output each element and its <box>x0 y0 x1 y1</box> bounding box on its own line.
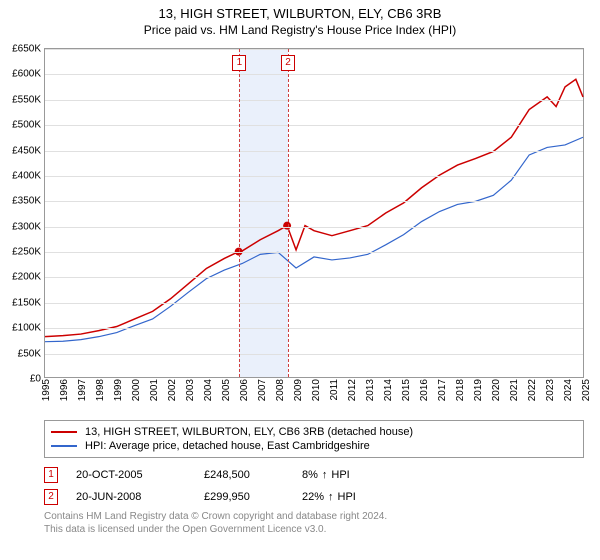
legend-label: HPI: Average price, detached house, East… <box>85 440 370 452</box>
sale-date: 20-JUN-2008 <box>76 491 186 503</box>
legend-swatch <box>51 431 77 433</box>
y-axis-label: £150K <box>1 297 41 308</box>
sale-date: 20-OCT-2005 <box>76 469 186 481</box>
x-axis-label: 2008 <box>275 379 281 401</box>
y-axis-label: £500K <box>1 120 41 131</box>
x-axis-label: 2022 <box>527 379 533 401</box>
legend-row: HPI: Average price, detached house, East… <box>51 439 577 453</box>
gridline <box>45 303 583 304</box>
sale-price: £299,950 <box>204 491 284 503</box>
chart-title: 13, HIGH STREET, WILBURTON, ELY, CB6 3RB <box>0 0 600 21</box>
y-axis-label: £100K <box>1 323 41 334</box>
x-axis-label: 1999 <box>113 379 119 401</box>
gridline <box>45 328 583 329</box>
x-axis-label: 2020 <box>491 379 497 401</box>
x-axis-label: 2012 <box>347 379 353 401</box>
x-axis-label: 2001 <box>149 379 155 401</box>
sale-row: 1 20-OCT-2005 £248,500 8% ↑HPI <box>44 464 584 486</box>
sale-vline <box>239 49 240 377</box>
x-axis-label: 2019 <box>473 379 479 401</box>
gridline <box>45 201 583 202</box>
legend-label: 13, HIGH STREET, WILBURTON, ELY, CB6 3RB… <box>85 426 413 438</box>
x-axis-label: 2003 <box>185 379 191 401</box>
sale-badge: 2 <box>44 489 58 505</box>
x-axis-label: 2014 <box>383 379 389 401</box>
y-axis-label: £400K <box>1 170 41 181</box>
x-axis-label: 2011 <box>329 379 335 401</box>
plot-region: £0£50K£100K£150K£200K£250K£300K£350K£400… <box>44 48 584 378</box>
sales-table: 120-OCT-2005£248,5008%↑HPI220-JUN-2008£2… <box>44 464 584 508</box>
x-axis-label: 2000 <box>131 379 137 401</box>
x-axis-label: 2007 <box>257 379 263 401</box>
x-axis-label: 2024 <box>563 379 569 401</box>
x-axis-label: 1995 <box>41 379 47 401</box>
sale-hpi-label: HPI <box>338 491 356 503</box>
x-axis-label: 2010 <box>311 379 317 401</box>
gridline <box>45 252 583 253</box>
sale-marker-badge: 1 <box>232 55 246 71</box>
legend-row: 13, HIGH STREET, WILBURTON, ELY, CB6 3RB… <box>51 425 577 439</box>
gridline <box>45 49 583 50</box>
sale-vline <box>288 49 289 377</box>
x-axis-label: 2018 <box>455 379 461 401</box>
arrow-up-icon: ↑ <box>322 469 328 481</box>
series-price-paid <box>45 79 583 336</box>
gridline <box>45 354 583 355</box>
sale-hpi-pct: 22% <box>302 491 324 503</box>
chart-subtitle: Price paid vs. HM Land Registry's House … <box>0 21 600 37</box>
footer-attribution: Contains HM Land Registry data © Crown c… <box>44 510 584 536</box>
legend-box: 13, HIGH STREET, WILBURTON, ELY, CB6 3RB… <box>44 420 584 458</box>
y-axis-label: £200K <box>1 272 41 283</box>
y-axis-label: £250K <box>1 247 41 258</box>
gridline <box>45 125 583 126</box>
y-axis-label: £450K <box>1 145 41 156</box>
gridline <box>45 100 583 101</box>
y-axis-label: £650K <box>1 44 41 55</box>
y-axis-label: £300K <box>1 221 41 232</box>
x-axis-label: 2025 <box>581 379 587 401</box>
x-axis-label: 2004 <box>203 379 209 401</box>
y-axis-label: £350K <box>1 196 41 207</box>
footer-line1: Contains HM Land Registry data © Crown c… <box>44 510 584 523</box>
x-axis-label: 2021 <box>509 379 515 401</box>
sale-marker-badge: 2 <box>281 55 295 71</box>
footer-line2: This data is licensed under the Open Gov… <box>44 523 584 536</box>
x-axis-label: 2023 <box>545 379 551 401</box>
y-axis-label: £600K <box>1 69 41 80</box>
x-axis-label: 1998 <box>95 379 101 401</box>
x-axis-label: 1997 <box>77 379 83 401</box>
arrow-up-icon: ↑ <box>328 491 334 503</box>
sale-badge: 1 <box>44 467 58 483</box>
x-axis-label: 2017 <box>437 379 443 401</box>
gridline <box>45 74 583 75</box>
sale-hpi-label: HPI <box>331 469 349 481</box>
sale-row: 2 20-JUN-2008 £299,950 22% ↑ HPI <box>44 486 584 508</box>
sale-hpi: 8% ↑HPI <box>302 469 350 481</box>
x-axis-label: 1996 <box>59 379 65 401</box>
series-hpi <box>45 137 583 341</box>
y-axis-label: £50K <box>1 348 41 359</box>
sale-hpi-pct: 8% <box>302 469 318 481</box>
chart-area: £0£50K£100K£150K£200K£250K£300K£350K£400… <box>44 48 584 378</box>
gridline <box>45 151 583 152</box>
x-axis-label: 2016 <box>419 379 425 401</box>
sale-price: £248,500 <box>204 469 284 481</box>
gridline <box>45 227 583 228</box>
x-axis-label: 2005 <box>221 379 227 401</box>
legend-swatch <box>51 445 77 447</box>
x-axis-label: 2006 <box>239 379 245 401</box>
y-axis-label: £550K <box>1 94 41 105</box>
gridline <box>45 277 583 278</box>
y-axis-label: £0 <box>1 374 41 385</box>
x-axis-label: 2002 <box>167 379 173 401</box>
sale-hpi: 22% ↑ HPI <box>302 491 356 503</box>
x-axis-label: 2009 <box>293 379 299 401</box>
gridline <box>45 176 583 177</box>
x-axis-label: 2015 <box>401 379 407 401</box>
x-axis-label: 2013 <box>365 379 371 401</box>
